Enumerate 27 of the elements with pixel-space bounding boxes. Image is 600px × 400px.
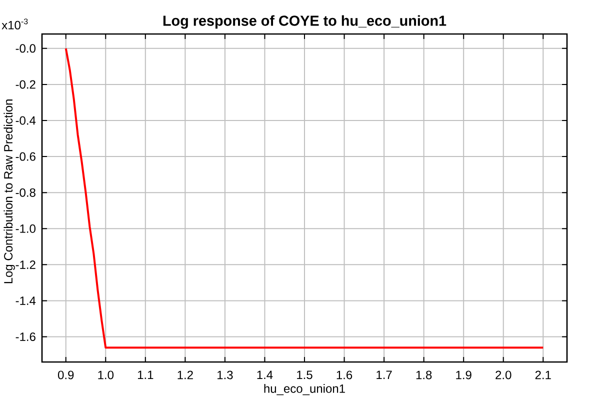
y-tick-label: -1.0 xyxy=(16,224,36,233)
y-tick-label: -0.8 xyxy=(16,188,36,197)
y-tick-label: -1.2 xyxy=(16,260,36,269)
x-tick-label: 1.6 xyxy=(336,370,352,380)
y-tick-label: -1.6 xyxy=(16,332,36,342)
y-tick-label: -1.4 xyxy=(16,296,36,305)
line-series xyxy=(64,47,544,349)
x-tick-label: 1.0 xyxy=(98,370,114,380)
x-tick-label: 1.7 xyxy=(376,370,392,379)
x-tick-label: 1.9 xyxy=(456,370,472,380)
y-tick-label: -0.2 xyxy=(16,80,36,89)
x-tick-label: 1.4 xyxy=(257,370,273,379)
x-axis-title: hu_eco_union1 xyxy=(264,384,345,396)
y-tick-label: -0.6 xyxy=(16,152,36,161)
x-tick-label: 1.3 xyxy=(218,370,233,380)
x-tick-label: 2.1 xyxy=(535,370,551,380)
chart-title: Log response of COYE to hu_eco_union1 xyxy=(163,15,446,29)
x-tick-label: 1.1 xyxy=(138,370,154,379)
x-tick-label: 1.8 xyxy=(416,370,432,380)
x-tick-label: 0.9 xyxy=(58,370,74,380)
y-tick-label: -0.0 xyxy=(16,44,36,53)
y-axis-title: Log Contribution to Raw Prediction xyxy=(4,100,15,284)
x-tick-label: 1.2 xyxy=(178,370,193,380)
x-tick-label: 2.0 xyxy=(496,370,512,380)
x-tick-label: 1.5 xyxy=(297,370,312,380)
y-tick-label: -0.4 xyxy=(16,116,36,125)
text: x10$^{-3}$ xyxy=(2,18,28,30)
